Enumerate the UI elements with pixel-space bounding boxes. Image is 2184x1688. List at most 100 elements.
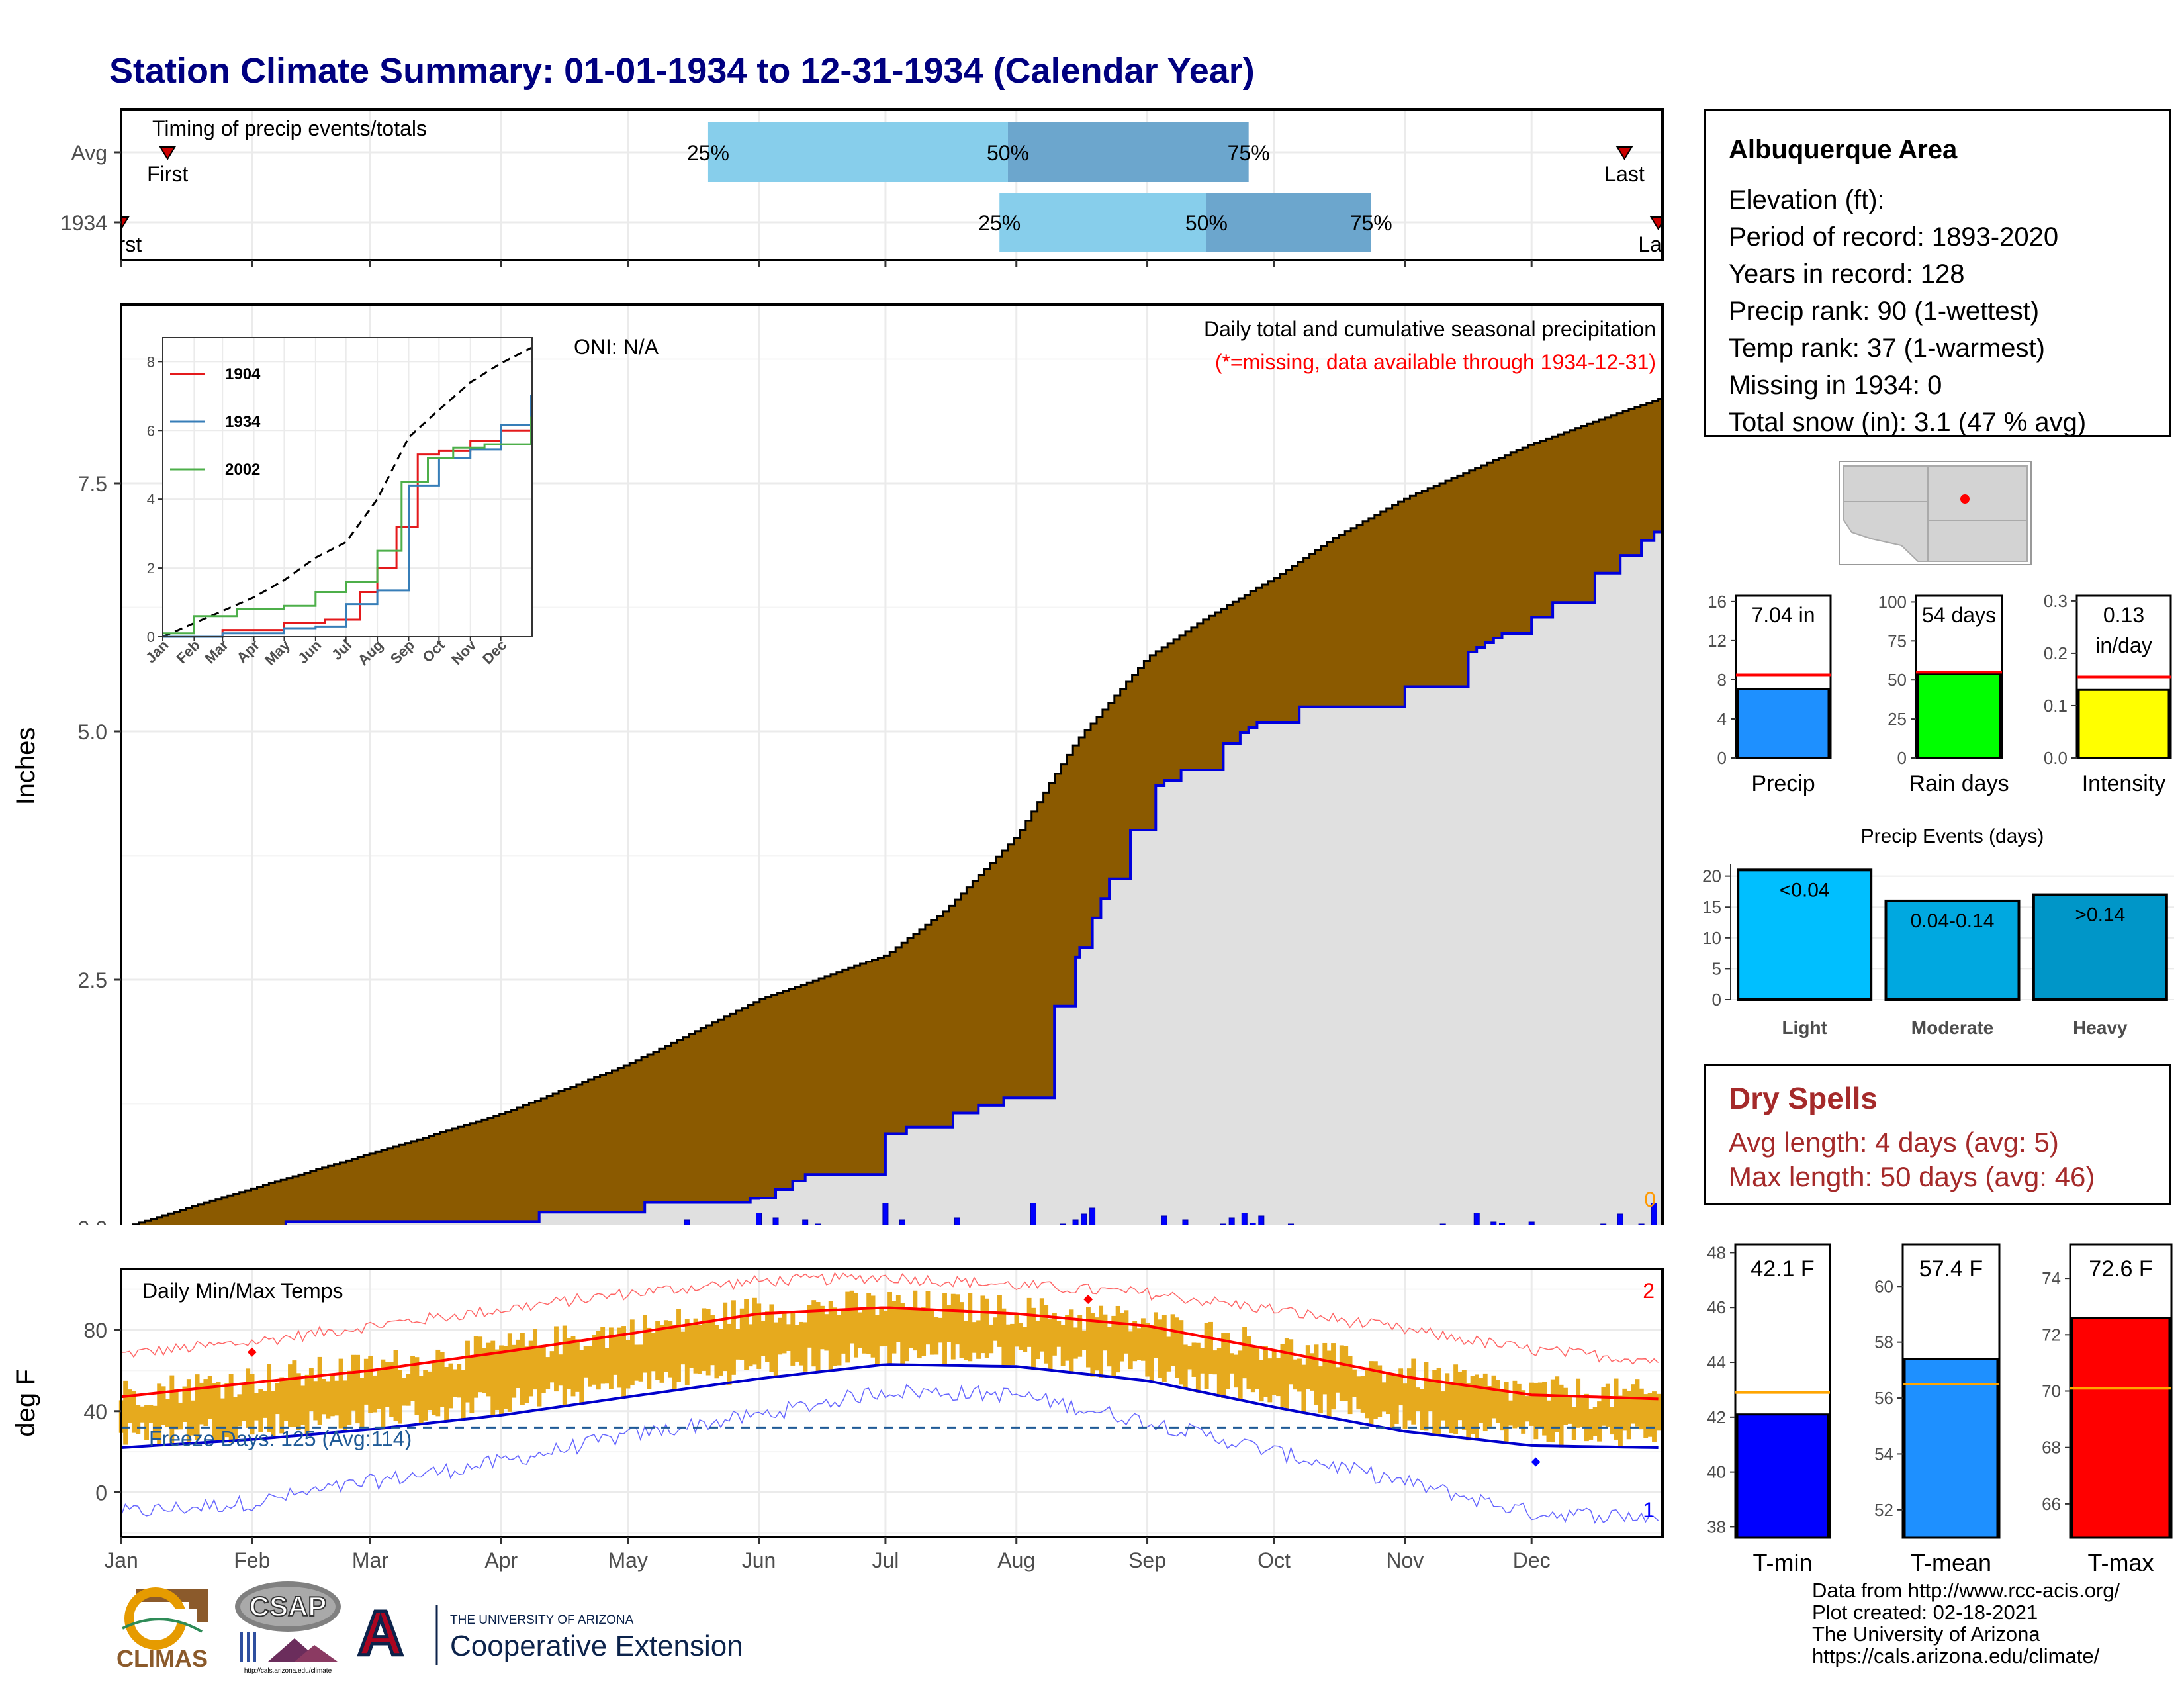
daily-temp-bar	[250, 1374, 255, 1435]
daily-temp-bar	[1069, 1309, 1074, 1372]
daily-temp-bar	[828, 1301, 833, 1371]
daily-temp-bar	[431, 1361, 436, 1415]
daily-temp-bar	[1212, 1350, 1218, 1375]
daily-temp-bar	[212, 1383, 217, 1443]
daily-temp-bar	[1512, 1380, 1518, 1429]
daily-temp-bar	[152, 1405, 158, 1439]
intensity-ytick-label: 0.0	[2044, 748, 2068, 768]
daily-temp-bar	[1495, 1380, 1500, 1423]
intensity-value-label2: in/day	[2095, 633, 2152, 657]
daily-temp-bar	[680, 1331, 686, 1365]
daily-temp-bar	[702, 1308, 707, 1371]
inset-legend-label-1934: 1934	[225, 413, 261, 431]
daily-temp-bar	[1094, 1317, 1099, 1371]
svg-text:A: A	[357, 1599, 403, 1669]
events-bar-label: 0.04-0.14	[1911, 910, 1995, 932]
daily-temp-bar	[136, 1405, 141, 1434]
daily-temp-bar	[1576, 1378, 1581, 1428]
daily-temp-bar	[756, 1303, 762, 1369]
daily-temp-bar	[760, 1320, 766, 1356]
daily-temp-bar	[1449, 1382, 1454, 1434]
daily-temp-bar	[1432, 1370, 1437, 1435]
daily-temp-bar	[651, 1333, 656, 1372]
daily-temp-bar	[942, 1293, 947, 1366]
precip-legend-line1: Daily total and cumulative seasonal prec…	[1204, 317, 1656, 341]
daily-temp-bar	[203, 1379, 208, 1427]
inset-ytick-label: 8	[147, 353, 155, 370]
daily-temp-bar	[1335, 1367, 1340, 1393]
daily-temp-bar	[913, 1290, 918, 1351]
daily-precip-bar	[1060, 1223, 1066, 1225]
daily-temp-bar	[1424, 1362, 1429, 1431]
daily-temp-bar	[359, 1378, 365, 1429]
daily-temp-bar	[516, 1339, 521, 1389]
daily-temp-bar	[1073, 1327, 1078, 1359]
daily-temp-bar	[541, 1346, 546, 1393]
daily-temp-bar	[1588, 1409, 1594, 1440]
ua-cooperative-extension-logo: A THE UNIVERSITY OF ARIZONA Cooperative …	[357, 1599, 741, 1671]
daily-temp-bar	[1356, 1376, 1361, 1410]
daily-temp-bar	[959, 1302, 964, 1358]
daily-temp-bar	[1339, 1345, 1344, 1401]
temp-ytick-label: 0	[95, 1481, 107, 1505]
daily-temp-bar	[643, 1315, 647, 1373]
daily-temp-bar	[1297, 1358, 1302, 1392]
daily-temp-bar	[1005, 1324, 1011, 1367]
timing-year-p75-label: 75%	[1350, 211, 1392, 235]
timing-year-p25-label: 25%	[978, 211, 1021, 235]
daily-temp-bar	[1592, 1407, 1598, 1436]
daily-temp-bar	[1618, 1395, 1623, 1448]
daily-temp-bar	[1229, 1353, 1234, 1374]
credit-plot-date: Plot created: 02-18-2021	[1812, 1601, 2038, 1624]
daily-temp-bar	[1322, 1342, 1328, 1395]
inset-plot-bg	[163, 338, 532, 637]
t-min-bar	[1736, 1413, 1829, 1539]
daily-temp-bar	[684, 1319, 690, 1385]
daily-temp-bar	[292, 1360, 297, 1427]
timing-avg-p50-label: 50%	[987, 141, 1029, 165]
daily-temp-bar	[858, 1312, 863, 1348]
daily-temp-bar	[647, 1327, 652, 1389]
credits: Data from http://www.rcc-acis.org/ Plot …	[1812, 1579, 2120, 1667]
daily-temp-bar	[165, 1399, 170, 1428]
inset-series-2002	[163, 416, 532, 635]
daily-temp-bar	[275, 1383, 280, 1415]
daily-temp-bar	[1158, 1319, 1163, 1379]
daily-temp-bar	[1314, 1344, 1319, 1405]
timing-row-label-avg: Avg	[71, 141, 107, 165]
inset-ytick-label: 2	[147, 560, 155, 577]
daily-temp-bar	[769, 1304, 774, 1372]
daily-temp-bar	[1461, 1370, 1467, 1430]
record-min-line	[120, 1383, 1659, 1524]
inset-series-1904	[163, 429, 531, 638]
daily-precip-bar	[1439, 1223, 1446, 1225]
temp-chart: Daily Min/Max Temps Freeze Days: 125 (Avg…	[11, 1268, 1664, 1572]
daily-temp-bar	[423, 1370, 428, 1421]
daily-temp-bar	[1204, 1323, 1209, 1389]
daily-temp-bar	[313, 1381, 318, 1421]
daily-temp-bar	[1280, 1344, 1285, 1407]
daily-temp-bar	[972, 1322, 977, 1353]
daily-temp-bar	[473, 1336, 478, 1398]
climas-logo: CLIMAS	[116, 1587, 208, 1672]
daily-temp-bar	[845, 1291, 850, 1363]
daily-temp-bar	[1347, 1356, 1353, 1415]
daily-temp-bar	[1411, 1358, 1416, 1425]
daily-precip-bar	[882, 1203, 889, 1225]
daily-temp-bar	[891, 1301, 897, 1354]
daily-temp-bar	[574, 1339, 580, 1392]
precip-ylabel: Inches	[11, 727, 40, 806]
daily-temp-bar	[1044, 1305, 1049, 1364]
daily-temp-bar	[1060, 1325, 1066, 1366]
daily-temp-bar	[1482, 1373, 1488, 1432]
events-ytick-label: 10	[1702, 928, 1721, 948]
daily-precip-bar	[1161, 1215, 1167, 1225]
daily-temp-bar	[625, 1340, 631, 1389]
daily-temp-bar	[507, 1333, 512, 1412]
daily-temp-bar	[148, 1405, 154, 1423]
daily-precip-bar	[684, 1219, 690, 1225]
daily-temp-bar	[520, 1333, 525, 1405]
timing-avg-p75-label: 75%	[1228, 141, 1270, 165]
daily-temp-bar	[1124, 1310, 1129, 1354]
t-min-ytick-label: 48	[1707, 1243, 1726, 1262]
